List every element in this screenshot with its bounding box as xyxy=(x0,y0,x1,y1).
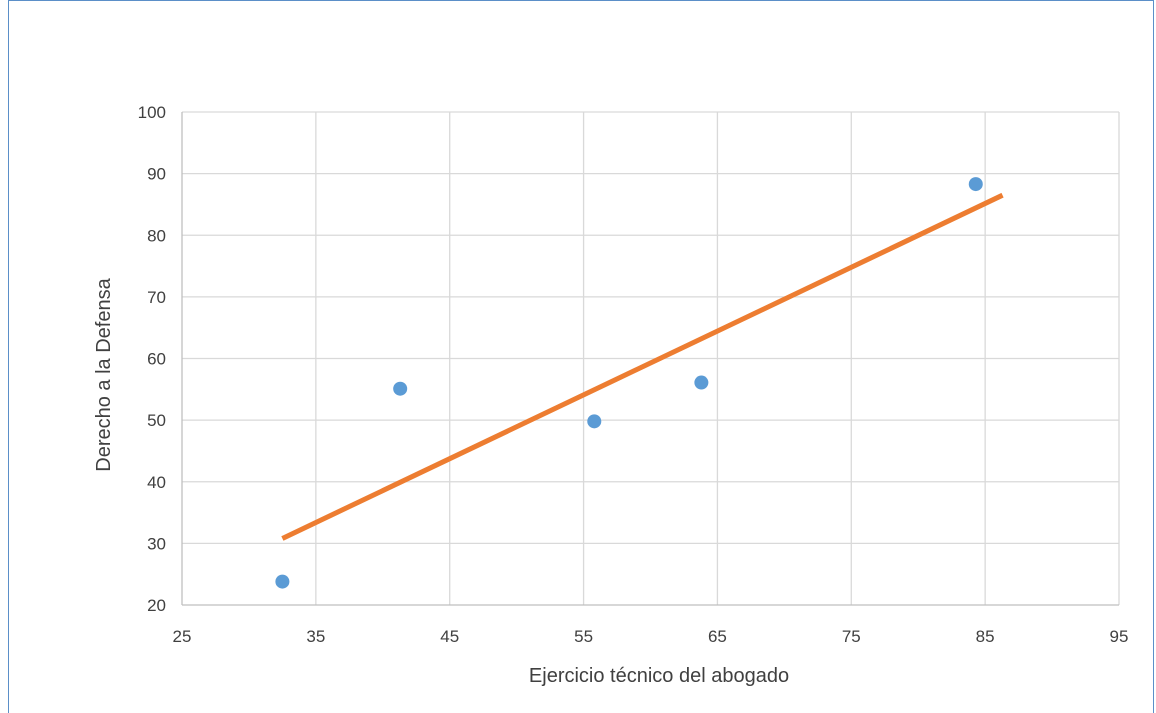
x-tick-label: 45 xyxy=(440,627,459,646)
data-point xyxy=(694,375,709,390)
x-axis-title: Ejercicio técnico del abogado xyxy=(529,665,789,687)
x-tick-label: 95 xyxy=(1110,627,1129,646)
data-point xyxy=(968,177,983,192)
data-point xyxy=(393,381,408,396)
x-tick-label: 65 xyxy=(708,627,727,646)
y-tick-label: 20 xyxy=(147,596,166,615)
y-tick-label: 60 xyxy=(147,350,166,369)
data-point xyxy=(587,414,602,429)
x-tick-label: 25 xyxy=(173,627,192,646)
y-tick-label: 100 xyxy=(138,103,166,122)
x-tick-label: 35 xyxy=(306,627,325,646)
x-tick-label: 55 xyxy=(574,627,593,646)
chart-frame xyxy=(8,0,1154,713)
x-tick-label: 75 xyxy=(842,627,861,646)
data-point xyxy=(275,574,290,589)
y-tick-label: 80 xyxy=(147,226,166,245)
y-tick-label: 50 xyxy=(147,411,166,430)
gridlines xyxy=(182,111,1120,605)
y-tick-label: 40 xyxy=(147,473,166,492)
y-tick-label: 90 xyxy=(147,165,166,184)
tick-labels: 20 30 40 50 60 70 80 90 100 25 35 45 55 65 75 85 95 xyxy=(138,103,1129,646)
y-axis-title: Derecho a la Defensa xyxy=(93,277,115,471)
x-tick-label: 85 xyxy=(976,627,995,646)
trendline xyxy=(281,192,1004,541)
data-points xyxy=(275,177,983,589)
axes xyxy=(181,112,1119,606)
y-tick-label: 30 xyxy=(147,534,166,553)
y-tick-label: 70 xyxy=(147,288,166,307)
trendline-layer xyxy=(281,192,1004,541)
